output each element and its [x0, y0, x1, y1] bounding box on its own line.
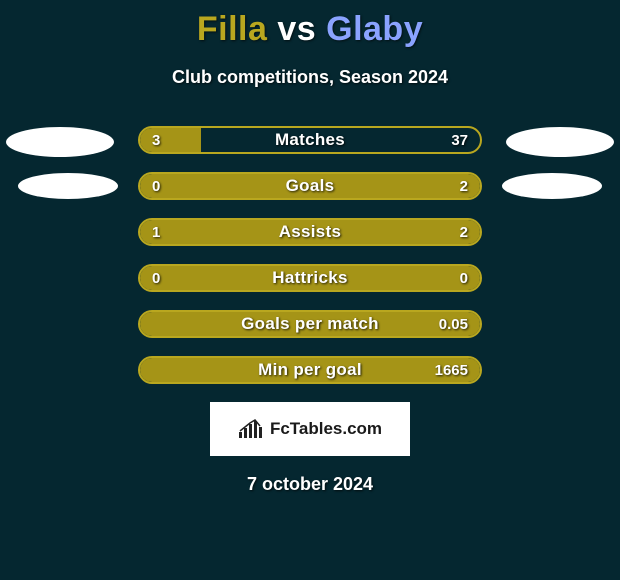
stat-label: Goals [140, 174, 480, 198]
player2-avatar-oval-2 [502, 173, 602, 199]
stat-right-value: 0.05 [427, 312, 480, 336]
stat-bar: 0Goals2 [138, 172, 482, 200]
brand-text: FcTables.com [270, 419, 382, 439]
stat-bar: 1Assists2 [138, 218, 482, 246]
brand-footer[interactable]: FcTables.com [210, 402, 410, 456]
stat-right-value: 0 [448, 266, 480, 290]
stat-right-value: 2 [448, 220, 480, 244]
stats-area: 3Matches370Goals21Assists20Hattricks0Goa… [0, 126, 620, 384]
stat-right-value: 2 [448, 174, 480, 198]
subtitle: Club competitions, Season 2024 [0, 67, 620, 88]
stat-right-value: 1665 [423, 358, 480, 382]
stat-label: Assists [140, 220, 480, 244]
vs-text: vs [267, 10, 326, 48]
infographic-container: Filla vs Glaby Club competitions, Season… [0, 0, 620, 495]
stat-bar: 0Hattricks0 [138, 264, 482, 292]
player2-name: Glaby [326, 10, 423, 48]
stat-bar: Min per goal1665 [138, 356, 482, 384]
date-text: 7 october 2024 [0, 474, 620, 495]
stat-bar: Goals per match0.05 [138, 310, 482, 338]
player2-avatar-oval-1 [506, 127, 614, 157]
stat-label: Hattricks [140, 266, 480, 290]
bar-chart-icon [238, 418, 264, 440]
page-title: Filla vs Glaby [0, 0, 620, 49]
player1-avatar-oval-2 [18, 173, 118, 199]
player1-avatar-oval-1 [6, 127, 114, 157]
stat-label: Matches [140, 128, 480, 152]
stat-right-value: 37 [439, 128, 480, 152]
player1-name: Filla [197, 10, 268, 48]
stat-bar: 3Matches37 [138, 126, 482, 154]
